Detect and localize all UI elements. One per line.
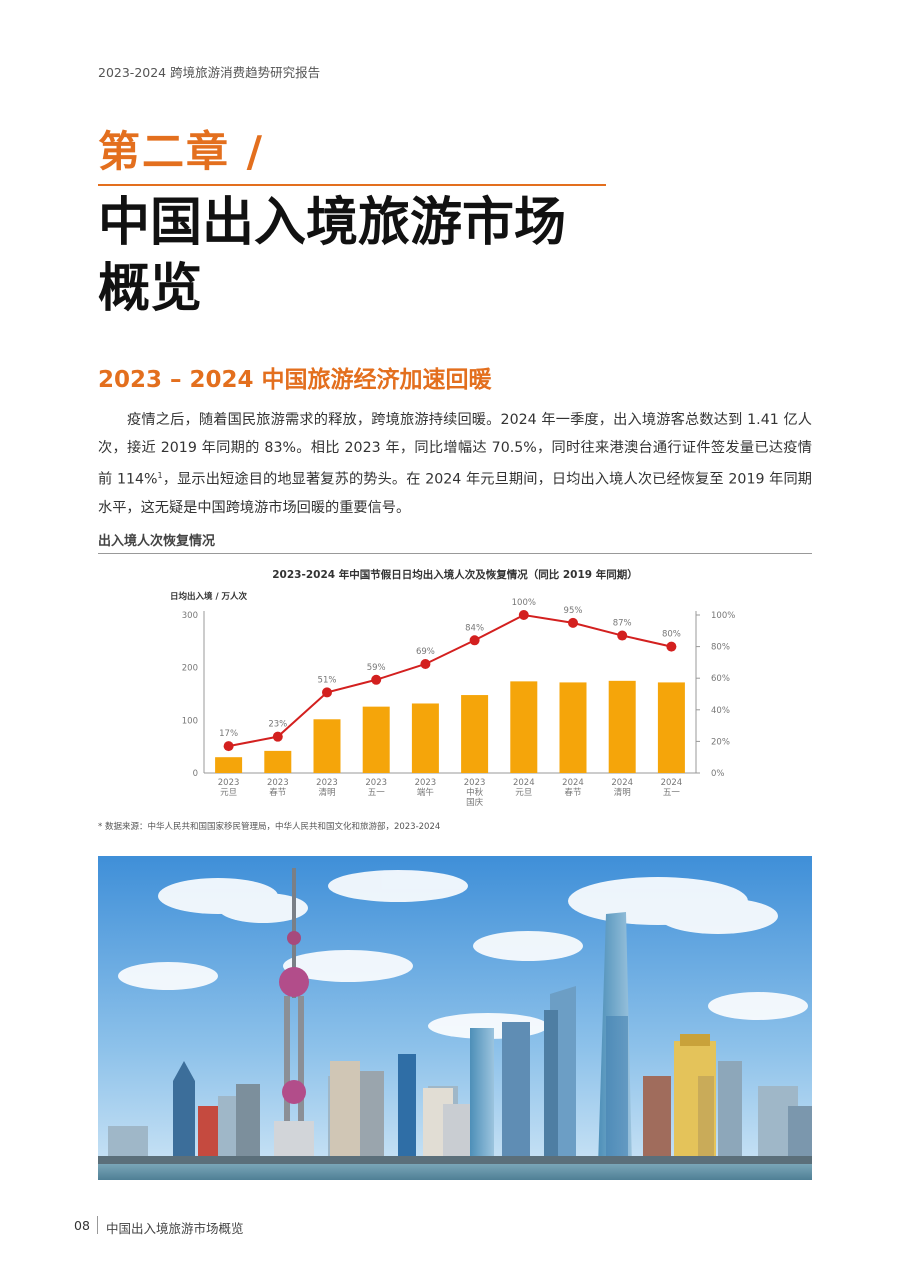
- y2-tick-label: 60%: [711, 674, 730, 684]
- x-tick-label: 2023: [267, 778, 289, 788]
- y2-tick-label: 40%: [711, 706, 730, 716]
- x-tick-label: 五一: [368, 788, 386, 798]
- bar-5: [411, 703, 439, 773]
- line-point-9: [617, 630, 628, 641]
- line-point-4: [371, 674, 382, 685]
- y-tick-label: 300: [182, 611, 198, 621]
- data-label: 95%: [564, 606, 583, 616]
- line-point-3: [322, 687, 332, 698]
- recovery-chart: 日均出入境 / 万人次 300 200 100 0 100% 80% 60% 40% 20% 0% 2…: [170, 591, 735, 808]
- y2-tick-label: 80%: [711, 643, 730, 653]
- data-label: 59%: [367, 663, 386, 673]
- y-tick-label: 0: [193, 769, 198, 779]
- bar-3: [313, 719, 341, 773]
- chapter-divider: [98, 184, 606, 186]
- data-label: 17%: [219, 729, 238, 739]
- line-point-1: [223, 741, 234, 752]
- x-tick-label: 2024: [661, 778, 683, 788]
- x-tick-label: 端午: [417, 787, 435, 798]
- body-paragraph: 疫情之后，随着国民旅游需求的释放，跨境旅游持续回暖。2024 年一季度，出入境游…: [98, 406, 812, 522]
- y2-tick-label: 100%: [711, 611, 735, 621]
- chart-section-heading: 出入境人次恢复情况: [98, 534, 216, 549]
- x-tick-label: 2023: [365, 778, 387, 788]
- chapter-title-line-1: 中国出入境旅游市场: [98, 192, 567, 253]
- x-tick-label: 清明: [614, 787, 631, 798]
- line-point-7: [518, 610, 529, 620]
- data-label: 69%: [416, 647, 435, 657]
- x-tick-label: 清明: [318, 787, 335, 798]
- chapter-label: 第二章 /: [98, 127, 264, 176]
- bar-9: [608, 680, 636, 773]
- line-point-5: [420, 658, 431, 669]
- footnote-marker: 1: [157, 471, 163, 480]
- chart-section-divider: [98, 553, 812, 554]
- data-label: 87%: [613, 619, 632, 629]
- data-label: 51%: [318, 675, 337, 685]
- chart-title: 2023-2024 年中国节假日日均出入境人次及恢复情况（同比 2019 年同期…: [272, 569, 638, 581]
- bar-8: [559, 682, 587, 773]
- source-note: * 数据来源：中华人民共和国国家移民管理局，中华人民共和国文化和旅游部，2023…: [98, 822, 441, 832]
- y-tick-label: 100: [182, 716, 198, 726]
- x-tick-label: 五一: [663, 788, 681, 798]
- data-label: 100%: [512, 598, 536, 608]
- x-tick-label: 春节: [269, 787, 287, 798]
- x-tick-label: 2023: [218, 778, 240, 788]
- bar-1: [215, 757, 243, 773]
- x-tick-label: 2024: [611, 778, 633, 788]
- x-tick-label: 中秋: [466, 787, 484, 798]
- body-text-part-2: ，显示出短途目的地显著复苏的势头。在 2024 年元旦期间，日均出入境人次已经恢…: [98, 471, 812, 516]
- bar-4: [362, 706, 390, 773]
- section-heading: 2023 – 2024 中国旅游经济加速回暖: [98, 367, 492, 393]
- line-point-10: [666, 641, 677, 652]
- bar-6: [461, 695, 489, 773]
- line-point-6: [469, 635, 480, 646]
- x-tick-label: 元旦: [515, 788, 532, 798]
- x-tick-label: 2023: [415, 778, 437, 788]
- footer-section-title: 中国出入境旅游市场概览: [106, 1221, 244, 1236]
- bar-2: [264, 750, 292, 773]
- x-tick-label: 2024: [562, 778, 584, 788]
- x-tick-label: 春节: [564, 787, 582, 798]
- footer-divider: [97, 1216, 98, 1234]
- x-tick-label: 国庆: [466, 797, 484, 808]
- chapter-title: 中国出入境旅游市场 概览: [98, 190, 658, 322]
- line-point-8: [568, 617, 578, 628]
- body-text-part-1: 疫情之后，随着国民旅游需求的释放，跨境旅游持续回暖。2024 年一季度，出入境游…: [98, 412, 812, 488]
- recovery-rate-line: [228, 613, 672, 748]
- bar-10: [657, 682, 685, 773]
- x-tick-label: 元旦: [220, 788, 237, 798]
- page-number: 08: [74, 1218, 90, 1233]
- data-label: 23%: [268, 720, 287, 730]
- x-tick-label: 2024: [513, 778, 535, 788]
- y2-tick-label: 0%: [711, 769, 725, 779]
- x-tick-label: 2023: [464, 778, 486, 788]
- y-axis-label: 日均出入境 / 万人次: [170, 591, 248, 602]
- line-point-2: [272, 731, 283, 742]
- y-tick-label: 200: [182, 664, 198, 674]
- report-running-title: 2023-2024 跨境旅游消费趋势研究报告: [98, 65, 321, 80]
- x-tick-label: 2023: [316, 778, 338, 788]
- shanghai-skyline-photo: [98, 856, 812, 1180]
- data-label: 84%: [465, 623, 484, 633]
- y2-tick-label: 20%: [711, 737, 730, 747]
- bar-7: [510, 681, 538, 773]
- skyline-illustration: [98, 856, 812, 1180]
- chapter-title-line-2: 概览: [98, 258, 203, 319]
- data-label: 80%: [662, 630, 681, 640]
